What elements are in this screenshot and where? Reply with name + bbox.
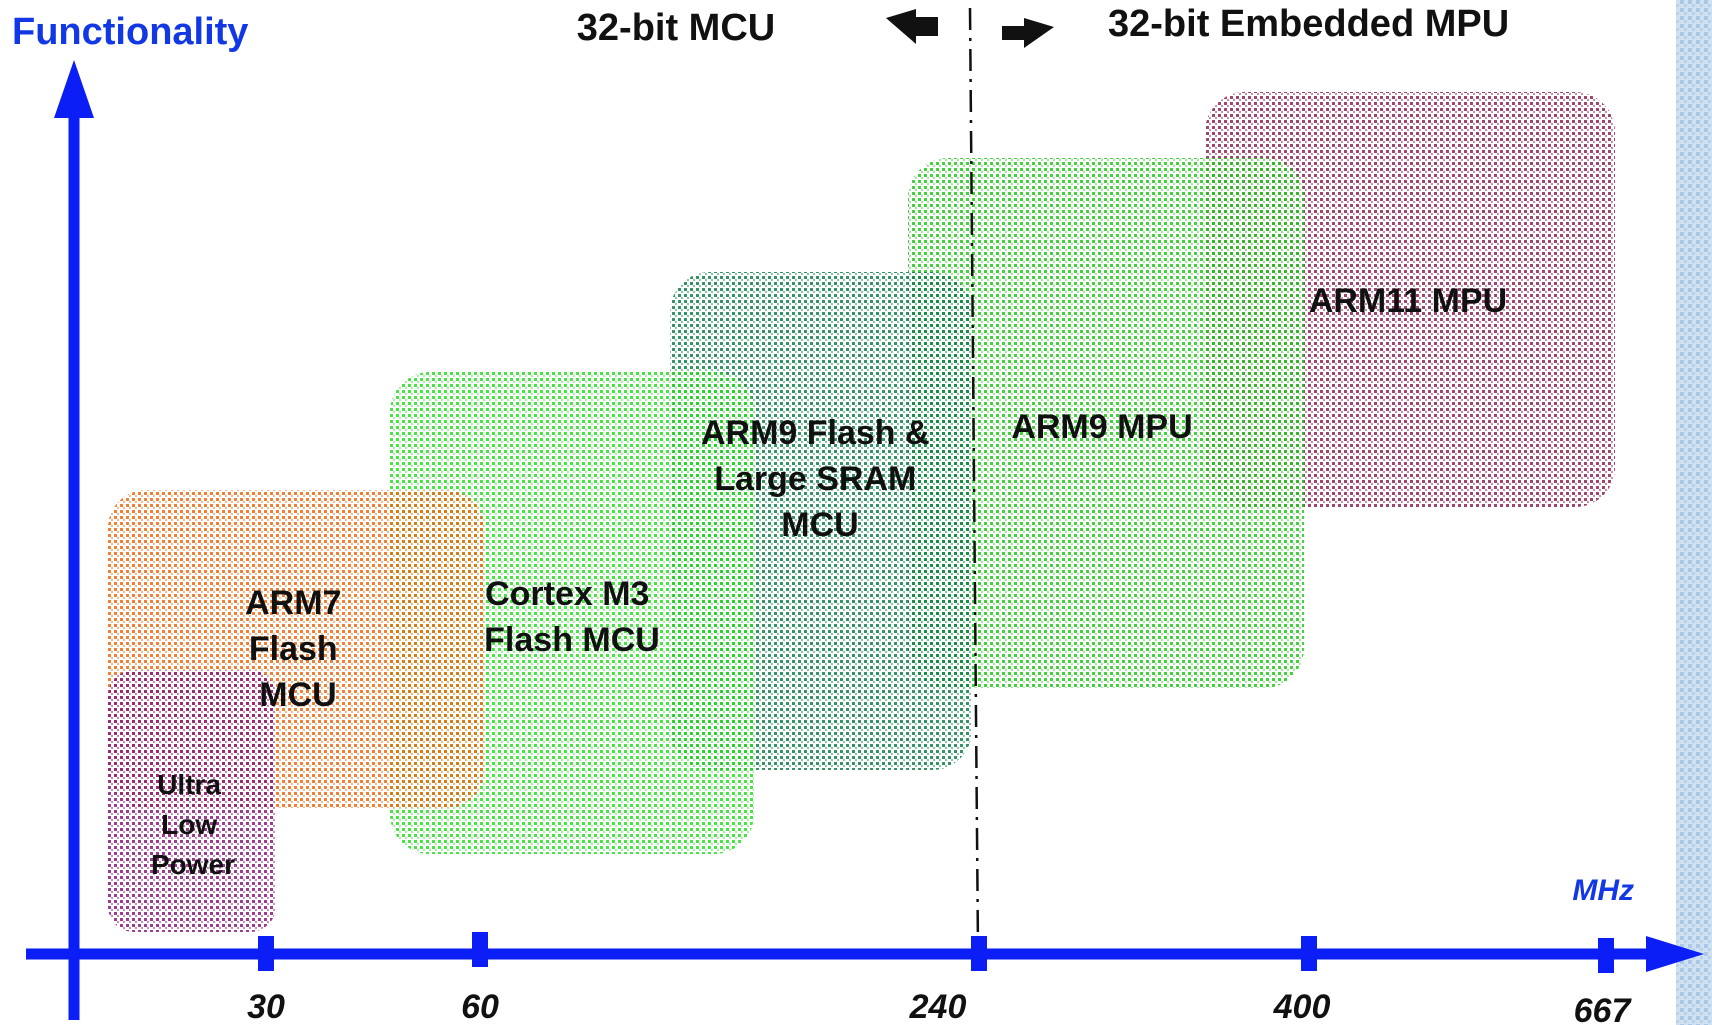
side-band	[1676, 0, 1712, 1025]
x-tick	[258, 936, 274, 971]
y-axis-label: Functionality	[12, 11, 248, 53]
region-ulp	[108, 670, 276, 932]
region-cortex-m3-label: Cortex M3 Flash MCU	[484, 575, 660, 659]
x-tick	[1598, 938, 1614, 973]
arrow-right-icon	[1002, 18, 1054, 48]
region-arm9-flash-label: ARM9 Flash & Large SRAM MCU	[701, 414, 939, 544]
x-tick-label: 60	[461, 988, 499, 1025]
y-axis-arrow-icon	[54, 60, 94, 118]
x-axis-unit: MHz	[1572, 874, 1634, 907]
x-tick-label: 667	[1574, 992, 1633, 1025]
divider-right-label: 32-bit Embedded MPU	[1108, 3, 1509, 45]
x-tick	[971, 936, 987, 971]
x-tick-label: 400	[1273, 988, 1331, 1025]
region-arm11-box	[1205, 92, 1615, 507]
region-arm9-mpu-box	[908, 158, 1304, 688]
x-tick-label: 30	[247, 988, 285, 1025]
region-arm7-label: ARM7 Flash MCU	[245, 584, 351, 714]
arrow-left-icon	[886, 9, 938, 44]
region-arm9-mpu	[908, 158, 1304, 688]
region-ulp-box	[108, 670, 276, 932]
region-arm11	[1205, 92, 1615, 507]
region-arm9-mpu-label: ARM9 MPU	[1011, 408, 1192, 446]
region-arm11-label: ARM11 MPU	[1309, 282, 1507, 320]
x-tick	[1301, 936, 1317, 971]
divider-left-label: 32-bit MCU	[577, 7, 775, 49]
region-ulp-label: Ultra Low Power	[151, 769, 235, 880]
mcu-mpu-divider-line	[968, 7, 980, 951]
x-tick-label: 240	[909, 988, 967, 1025]
x-axis-arrow-icon	[1646, 936, 1704, 972]
x-tick	[472, 932, 488, 967]
